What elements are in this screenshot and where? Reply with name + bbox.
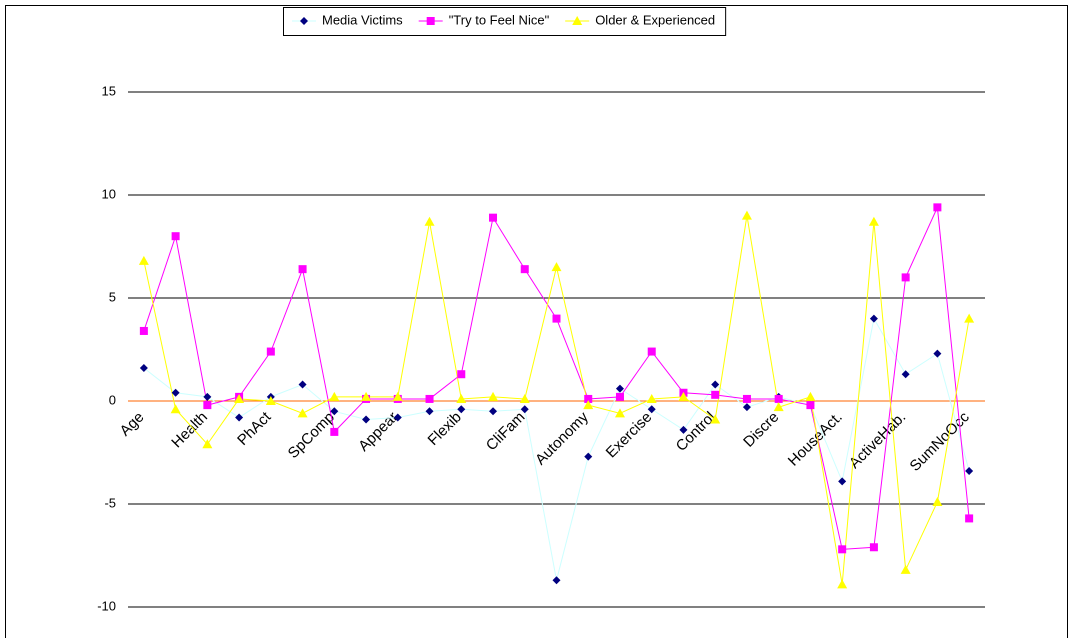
- marker: [774, 394, 783, 403]
- marker: [424, 216, 435, 226]
- marker: [806, 401, 815, 410]
- marker: [520, 265, 529, 274]
- marker: [393, 413, 402, 422]
- marker: [425, 407, 434, 416]
- marker: [838, 477, 847, 486]
- marker: [933, 203, 942, 212]
- marker: [741, 210, 752, 220]
- chart-frame: [5, 5, 1068, 638]
- marker: [234, 393, 245, 403]
- marker: [838, 545, 847, 554]
- marker: [584, 452, 593, 461]
- marker: [646, 393, 657, 403]
- marker: [297, 408, 308, 418]
- marker: [901, 273, 910, 282]
- legend: Media Victims "Try to Feel Nice" Older & E…: [283, 7, 727, 36]
- marker: [679, 425, 688, 434]
- marker: [330, 407, 339, 416]
- legend-label: Older & Experienced: [595, 12, 715, 27]
- marker: [520, 405, 529, 414]
- marker: [329, 391, 340, 401]
- marker: [489, 213, 498, 222]
- marker: [171, 388, 180, 397]
- marker: [711, 380, 720, 389]
- marker: [869, 314, 878, 323]
- marker: [488, 391, 499, 401]
- marker: [170, 404, 181, 414]
- marker: [551, 262, 562, 272]
- marker: [647, 347, 656, 356]
- marker: [457, 370, 466, 379]
- y-tick-label: 10: [102, 186, 116, 201]
- marker: [138, 255, 149, 265]
- marker: [519, 393, 530, 403]
- marker: [572, 16, 583, 25]
- marker: [965, 467, 974, 476]
- y-tick-label: -10: [97, 598, 116, 613]
- marker: [235, 413, 244, 422]
- marker: [584, 394, 593, 403]
- marker: [869, 543, 878, 552]
- marker: [615, 392, 624, 401]
- marker: [362, 415, 371, 424]
- marker: [932, 496, 943, 506]
- marker: [139, 326, 148, 335]
- marker: [202, 439, 213, 449]
- y-tick-label: 0: [109, 392, 116, 407]
- marker: [901, 370, 910, 379]
- marker: [710, 414, 721, 424]
- marker: [711, 390, 720, 399]
- marker: [361, 391, 372, 401]
- marker: [742, 394, 751, 403]
- legend-label: Media Victims: [322, 12, 403, 27]
- marker: [489, 407, 498, 416]
- marker: [933, 349, 942, 358]
- marker: [203, 401, 212, 410]
- marker: [742, 403, 751, 412]
- marker: [614, 408, 625, 418]
- marker: [552, 314, 561, 323]
- marker: [425, 394, 434, 403]
- y-tick-label: 15: [102, 83, 116, 98]
- marker: [392, 391, 403, 401]
- marker: [583, 400, 594, 410]
- marker: [426, 17, 435, 25]
- legend-label: "Try to Feel Nice": [449, 12, 550, 27]
- marker: [203, 392, 212, 401]
- marker: [139, 364, 148, 373]
- marker: [298, 380, 307, 389]
- marker: [647, 405, 656, 414]
- marker: [837, 579, 848, 589]
- marker: [171, 232, 180, 241]
- marker: [552, 576, 561, 585]
- marker: [265, 396, 276, 405]
- marker: [456, 393, 467, 403]
- marker: [615, 384, 624, 393]
- y-tick-label: -5: [104, 495, 116, 510]
- marker: [868, 216, 879, 226]
- marker: [965, 514, 974, 523]
- marker: [900, 564, 911, 574]
- marker: [300, 17, 308, 25]
- marker: [298, 265, 307, 274]
- marker: [330, 427, 339, 436]
- marker: [964, 313, 975, 323]
- marker: [266, 347, 275, 356]
- marker: [773, 402, 784, 412]
- marker: [678, 391, 689, 401]
- marker: [457, 405, 466, 414]
- marker: [805, 391, 816, 401]
- legend-box: [283, 7, 727, 36]
- y-tick-label: 5: [109, 289, 116, 304]
